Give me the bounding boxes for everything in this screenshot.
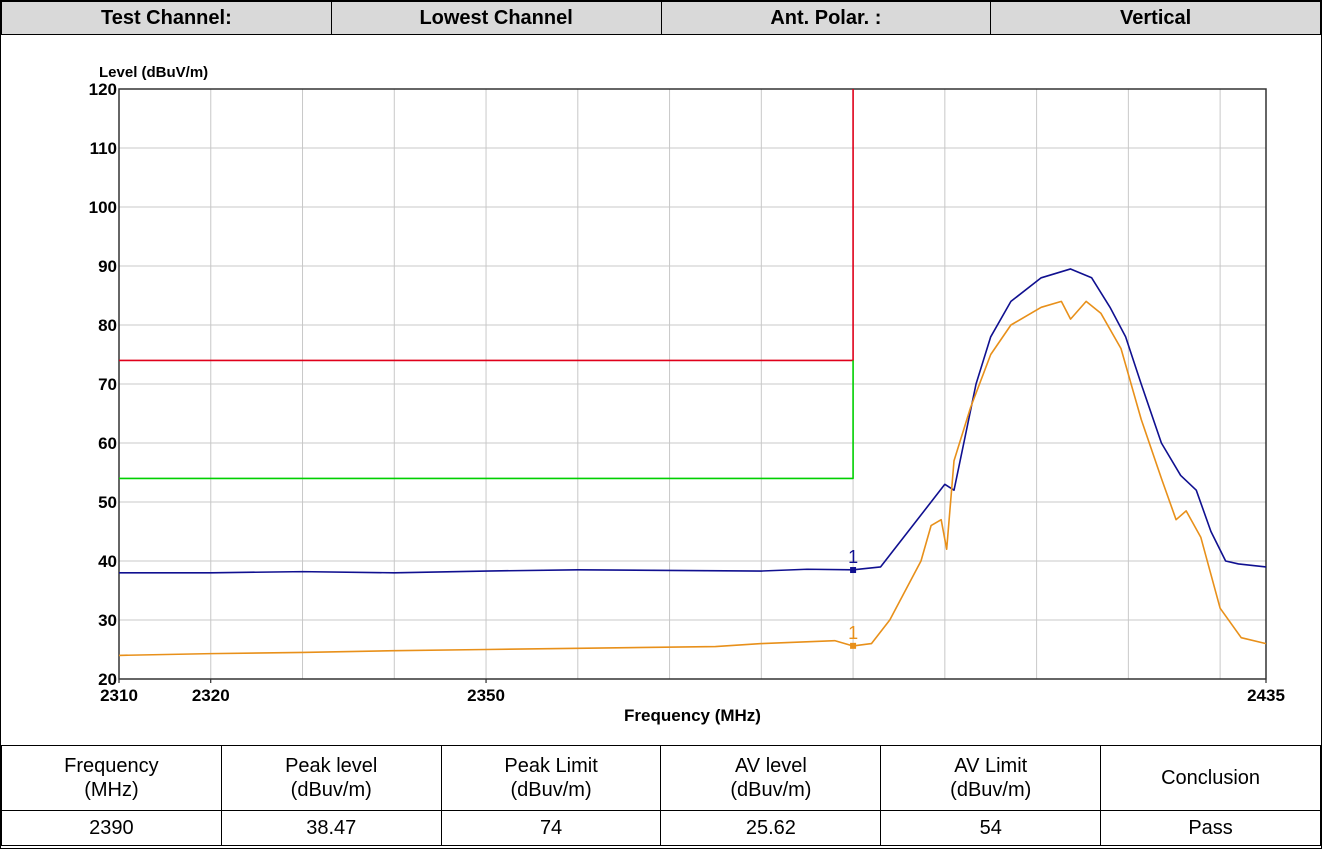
x-tick-label: 2310 — [100, 686, 138, 705]
table-cell: 38.47 — [220, 810, 442, 846]
y-tick-label: 70 — [98, 375, 117, 394]
y-tick-label: 110 — [90, 139, 117, 158]
column-header: Frequency (MHz) — [1, 745, 222, 811]
header-cell: Vertical — [990, 1, 1321, 35]
column-header: Peak Limit (dBuv/m) — [440, 745, 662, 811]
column-header: Conclusion — [1100, 745, 1321, 811]
y-tick-label: 20 — [98, 670, 117, 689]
table-cell: 25.62 — [660, 810, 882, 846]
y-tick-label: 40 — [98, 552, 117, 571]
x-tick-label: 2320 — [192, 686, 230, 705]
header-cell: Ant. Polar. : — [660, 1, 992, 35]
data-line — [119, 360, 854, 480]
y-tick-label: 60 — [98, 434, 117, 453]
header-row: Test Channel: Lowest Channel Ant. Polar. :… — [1, 1, 1321, 35]
marker-label: 1 — [848, 623, 858, 643]
result-table: Frequency (MHz) Peak level (dBuv/m) Peak L… — [1, 745, 1321, 846]
column-header: AV level (dBuv/m) — [660, 745, 882, 811]
x-axis-label: Frequency (MHz) — [624, 706, 761, 725]
marker-label: 1 — [848, 547, 858, 567]
chart-area: 20 30 40 50 60 70 80 90 100 110 120 2310 2320 2350 243… — [1, 35, 1321, 745]
y-tick-label: 120 — [89, 80, 117, 99]
y-tick-label: 100 — [89, 198, 117, 217]
y-tick-label: 50 — [98, 493, 117, 512]
column-header: AV Limit (dBuv/m) — [880, 745, 1102, 811]
plot-frame — [118, 88, 1267, 680]
table-cell: 54 — [880, 810, 1102, 846]
header-cell: Lowest Channel — [330, 1, 662, 35]
table-row: Frequency (MHz) Peak level (dBuv/m) Peak L… — [1, 745, 1321, 811]
marker — [850, 642, 857, 649]
table-row: 2390 38.47 74 25.62 54 Pass — [1, 810, 1321, 846]
header-cell: Test Channel: — [1, 1, 332, 35]
x-tick-label: 2350 — [467, 686, 505, 705]
table-cell: Pass — [1100, 810, 1321, 846]
y-tick-label: 30 — [98, 611, 117, 630]
data-line — [119, 268, 1267, 574]
marker — [850, 567, 857, 574]
y-tick-label: 90 — [98, 257, 117, 276]
y-tick-label: 80 — [98, 316, 117, 335]
table-cell: 74 — [440, 810, 662, 846]
chart: 20 30 40 50 60 70 80 90 100 110 120 2310 2320 2350 243… — [89, 64, 1285, 725]
y-axis-label: Level (dBuV/m) — [99, 64, 208, 81]
table-cell: 2390 — [1, 810, 222, 846]
data-line — [118, 300, 1267, 657]
header-table: Test Channel: Lowest Channel Ant. Polar. :… — [1, 1, 1321, 35]
x-tick-label: 2435 — [1247, 686, 1285, 705]
column-header: Peak level (dBuv/m) — [220, 745, 442, 811]
